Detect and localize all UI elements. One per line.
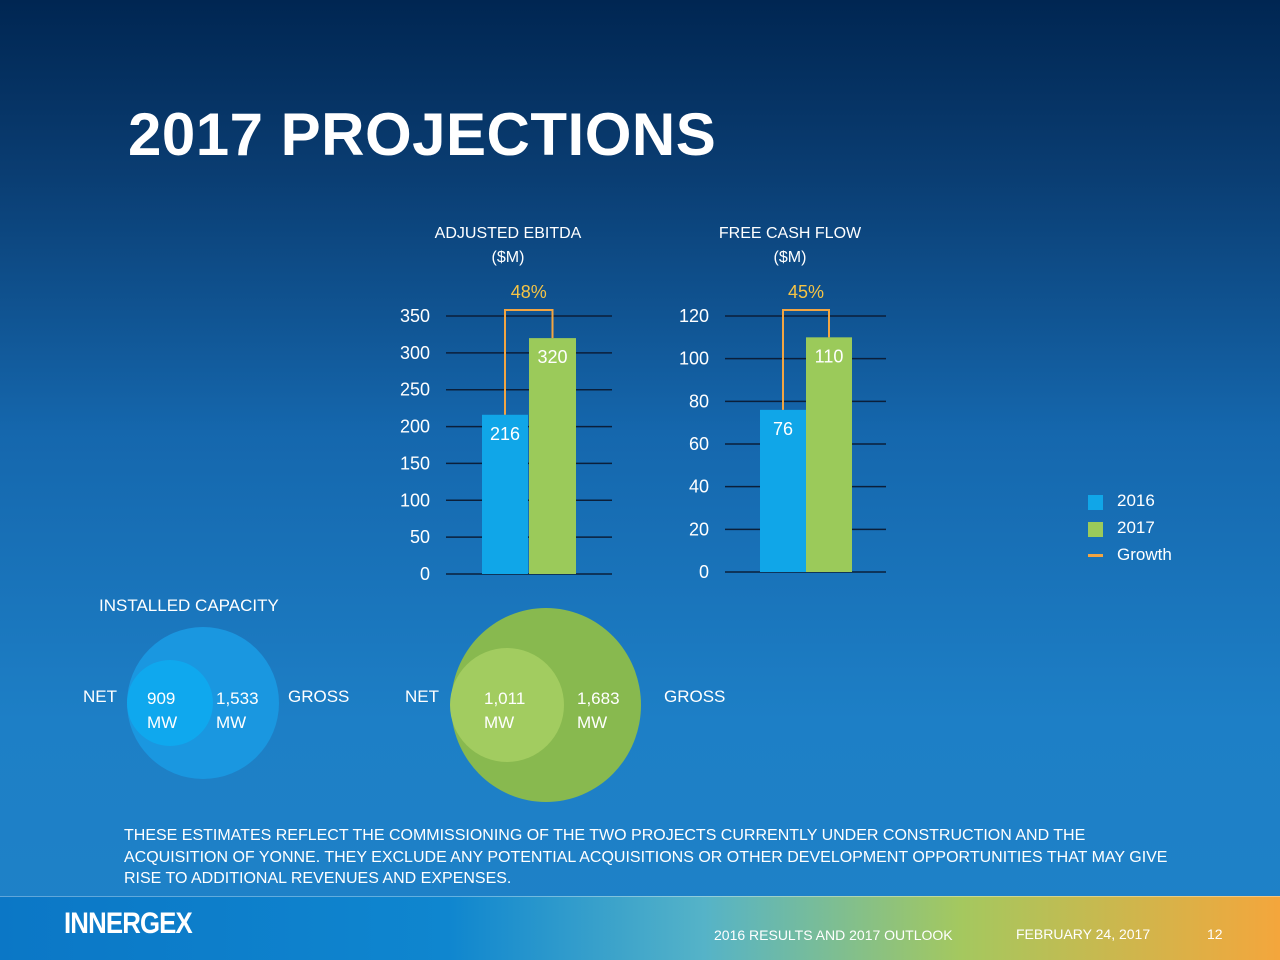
page-title: 2017 PROJECTIONS [128, 101, 717, 168]
net-circle-2016 [127, 660, 213, 746]
tick-label-ebitda-100: 100 [400, 490, 430, 510]
footer-page-number: 12 [1207, 926, 1223, 942]
tick-label-fcf-40: 40 [689, 477, 709, 497]
chart-ebitda-subtitle: ($M) [491, 249, 525, 266]
growth-label-ebitda: 48% [511, 282, 547, 302]
legend-label-growth: Growth [1117, 545, 1172, 564]
tick-label-ebitda-0: 0 [420, 564, 430, 584]
gross-value-number-2016: 1,533 [216, 689, 259, 708]
net-label-2017: NET [405, 687, 439, 706]
footnote-text: THESE ESTIMATES REFLECT THE COMMISSIONIN… [124, 827, 1168, 887]
chart-fcf-title: FREE CASH FLOW [718, 225, 862, 242]
data-label-ebitda-2016: 216 [490, 424, 520, 444]
tick-label-ebitda-150: 150 [400, 453, 430, 473]
data-label-fcf-2016: 76 [773, 419, 793, 439]
gross-value-number-2017: 1,683 [577, 689, 620, 708]
gross-label-2017: GROSS [664, 687, 726, 706]
net-value-number-2017: 1,011 [484, 689, 526, 708]
tick-label-ebitda-300: 300 [400, 343, 430, 363]
footer-band [0, 896, 1280, 960]
tick-label-fcf-20: 20 [689, 519, 709, 539]
legend-label-2016: 2016 [1117, 491, 1155, 510]
bar-fcf-2017 [806, 337, 852, 572]
legend-swatch-2017 [1088, 522, 1103, 537]
tick-label-fcf-120: 120 [679, 306, 709, 326]
gross-value-unit-2017: MW [577, 713, 608, 732]
net-value-number-2016: 909 [147, 689, 176, 708]
tick-label-ebitda-250: 250 [400, 380, 430, 400]
legend-swatch-growth [1088, 554, 1103, 557]
legend-swatch-2016 [1088, 495, 1103, 510]
footer-date: FEBRUARY 24, 2017 [1016, 926, 1151, 942]
net-value-unit-2017: MW [484, 713, 515, 732]
tick-label-fcf-0: 0 [699, 562, 709, 582]
capacity-title: INSTALLED CAPACITY [99, 596, 279, 615]
tick-label-fcf-80: 80 [689, 391, 709, 411]
bar-ebitda-2017 [529, 338, 576, 574]
chart-fcf-header: FREE CASH FLOW ($M) [670, 222, 910, 270]
data-label-ebitda-2017: 320 [537, 347, 567, 367]
tick-label-fcf-100: 100 [679, 349, 709, 369]
tick-label-fcf-60: 60 [689, 434, 709, 454]
net-value-2016: 909 MW [147, 687, 177, 735]
footer-divider [0, 896, 1280, 897]
gross-value-2016: 1,533 MW [216, 687, 259, 735]
net-value-2017: 1,011 MW [484, 687, 525, 735]
net-value-unit-2016: MW [147, 713, 178, 732]
tick-label-ebitda-200: 200 [400, 417, 430, 437]
tick-label-ebitda-50: 50 [410, 527, 430, 547]
chart-ebitda-title: ADJUSTED EBITDA [434, 225, 582, 242]
data-label-fcf-2017: 110 [815, 346, 844, 366]
net-label-2016: NET [83, 687, 117, 706]
growth-label-fcf: 45% [788, 282, 824, 302]
bar-fcf-2016 [760, 409, 806, 572]
net-circle-2017 [450, 648, 564, 762]
growth-bracket-ebitda [504, 309, 554, 415]
legend-label-2017: 2017 [1117, 518, 1155, 537]
growth-bracket-fcf [782, 309, 830, 410]
chart-fcf-subtitle: ($M) [773, 249, 807, 266]
gross-label-2016: GROSS [288, 687, 350, 706]
gross-value-2017: 1,683 MW [577, 687, 620, 735]
gross-value-unit-2016: MW [216, 713, 247, 732]
chart-ebitda-header: ADJUSTED EBITDA ($M) [388, 222, 628, 270]
tick-label-ebitda-350: 350 [400, 306, 430, 326]
bar-ebitda-2016 [482, 414, 528, 574]
innergex-logo: INNERGEX [64, 907, 193, 940]
footer-report-title: 2016 RESULTS AND 2017 OUTLOOK [714, 927, 953, 943]
